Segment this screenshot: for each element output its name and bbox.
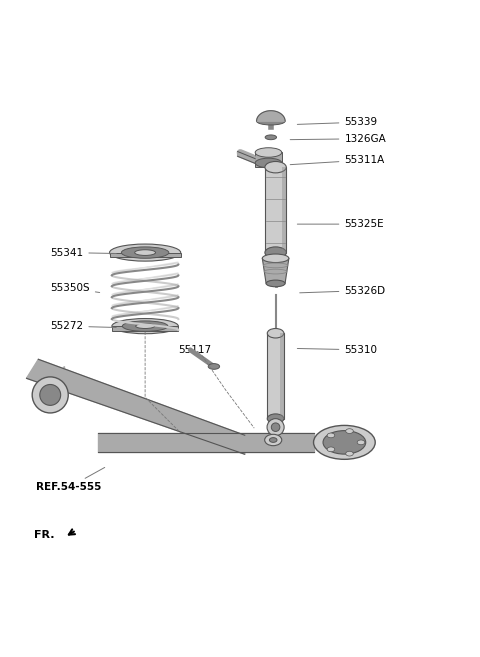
Ellipse shape (32, 377, 68, 413)
Ellipse shape (264, 434, 282, 445)
Ellipse shape (327, 447, 335, 452)
Polygon shape (112, 306, 179, 317)
Ellipse shape (313, 425, 375, 459)
Ellipse shape (266, 280, 285, 286)
Ellipse shape (262, 254, 289, 263)
Bar (281, 167, 286, 252)
Bar (280, 333, 284, 419)
Polygon shape (238, 152, 255, 164)
Ellipse shape (267, 328, 284, 338)
Ellipse shape (135, 250, 156, 256)
Ellipse shape (136, 324, 155, 328)
Ellipse shape (121, 247, 169, 258)
Ellipse shape (265, 135, 276, 140)
Bar (112, 326, 179, 331)
Text: 55310: 55310 (297, 345, 377, 355)
Text: 55339: 55339 (297, 117, 377, 127)
Text: FR.: FR. (34, 530, 54, 539)
Ellipse shape (267, 414, 284, 423)
Text: 1326GA: 1326GA (290, 134, 386, 144)
Text: 55350S: 55350S (50, 283, 100, 293)
Text: 55117: 55117 (179, 345, 212, 355)
Ellipse shape (257, 118, 285, 125)
Ellipse shape (265, 162, 286, 173)
Polygon shape (97, 433, 313, 452)
Polygon shape (257, 111, 285, 121)
Polygon shape (26, 359, 245, 454)
Ellipse shape (267, 419, 284, 436)
Bar (267, 333, 284, 419)
Text: 55311A: 55311A (290, 155, 384, 165)
Ellipse shape (357, 440, 365, 445)
Text: 55272: 55272 (50, 321, 116, 331)
Ellipse shape (271, 423, 280, 432)
Ellipse shape (346, 429, 353, 434)
Text: REF.54-555: REF.54-555 (36, 467, 105, 493)
Ellipse shape (346, 451, 353, 456)
Polygon shape (112, 295, 179, 306)
Ellipse shape (112, 319, 179, 334)
Ellipse shape (255, 148, 282, 157)
Polygon shape (112, 284, 179, 295)
Ellipse shape (208, 363, 219, 369)
FancyArrowPatch shape (240, 152, 252, 158)
Ellipse shape (109, 244, 180, 261)
Ellipse shape (269, 438, 277, 442)
Bar (265, 167, 286, 252)
Ellipse shape (40, 384, 60, 405)
Polygon shape (112, 262, 179, 273)
Bar (255, 152, 282, 167)
Text: 55325E: 55325E (297, 219, 384, 229)
Polygon shape (262, 258, 289, 283)
Ellipse shape (327, 433, 335, 438)
Text: 55326D: 55326D (300, 286, 385, 296)
Text: 55341: 55341 (50, 248, 116, 258)
Ellipse shape (265, 247, 286, 258)
Ellipse shape (255, 158, 282, 168)
Polygon shape (50, 367, 64, 405)
Polygon shape (112, 273, 179, 284)
Ellipse shape (323, 430, 366, 454)
Ellipse shape (122, 321, 168, 331)
Bar (109, 252, 180, 258)
